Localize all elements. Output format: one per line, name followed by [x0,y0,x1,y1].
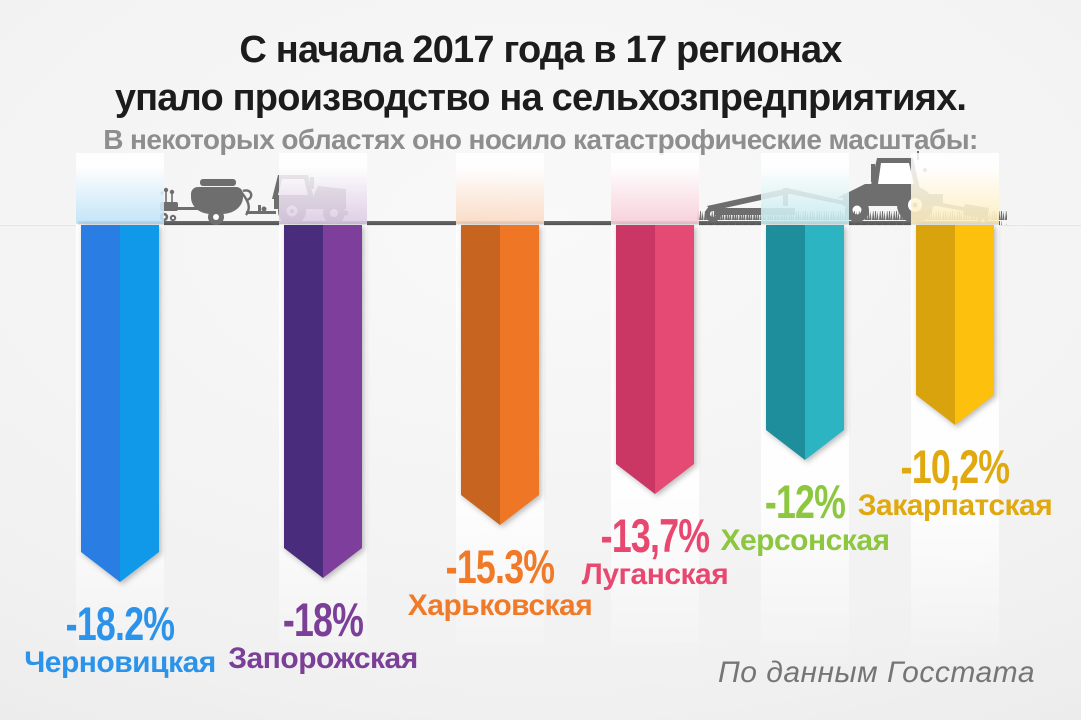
page-title: С начала 2017 года в 17 регионах упало п… [0,26,1081,122]
bar-top-tint [279,167,367,224]
bar-value-label: -18.2% [65,597,175,650]
bar-top-tint [911,167,999,224]
bar-region-label: Луганская [581,558,729,591]
bar-value-label: -18% [282,593,364,646]
bar-region-label: Херсонская [720,524,890,557]
bar-value-label: -13,7% [600,509,710,562]
bar-value-label: -10,2% [900,440,1010,493]
hanging-bar [616,225,694,494]
bar-top-tint [761,167,849,224]
hanging-bar [461,225,539,525]
bar-region-label: Харьковская [407,589,593,622]
bar-region-label: Черновицкая [24,646,216,679]
hanging-bar [916,225,994,425]
bar-top-tint [611,167,699,224]
hanging-bar [284,225,362,578]
page-subtitle: В некоторых областях оно носило катастро… [103,124,978,155]
bar-region-label: Запорожская [228,642,418,675]
hanging-bar [766,225,844,460]
bar-top-tint [76,167,164,224]
bar-value-label: -15.3% [445,540,555,593]
hanging-bar [81,225,159,582]
title-line-1: С начала 2017 года в 17 регионах [239,29,842,71]
bar-region-label: Закарпатская [857,489,1053,522]
bar-top-tint [456,167,544,224]
data-source-note: По данным Госстата [717,656,1035,689]
title-line-2: упало производство на сельхозпредприятия… [114,77,967,119]
bar-value-label: -12% [764,475,846,528]
